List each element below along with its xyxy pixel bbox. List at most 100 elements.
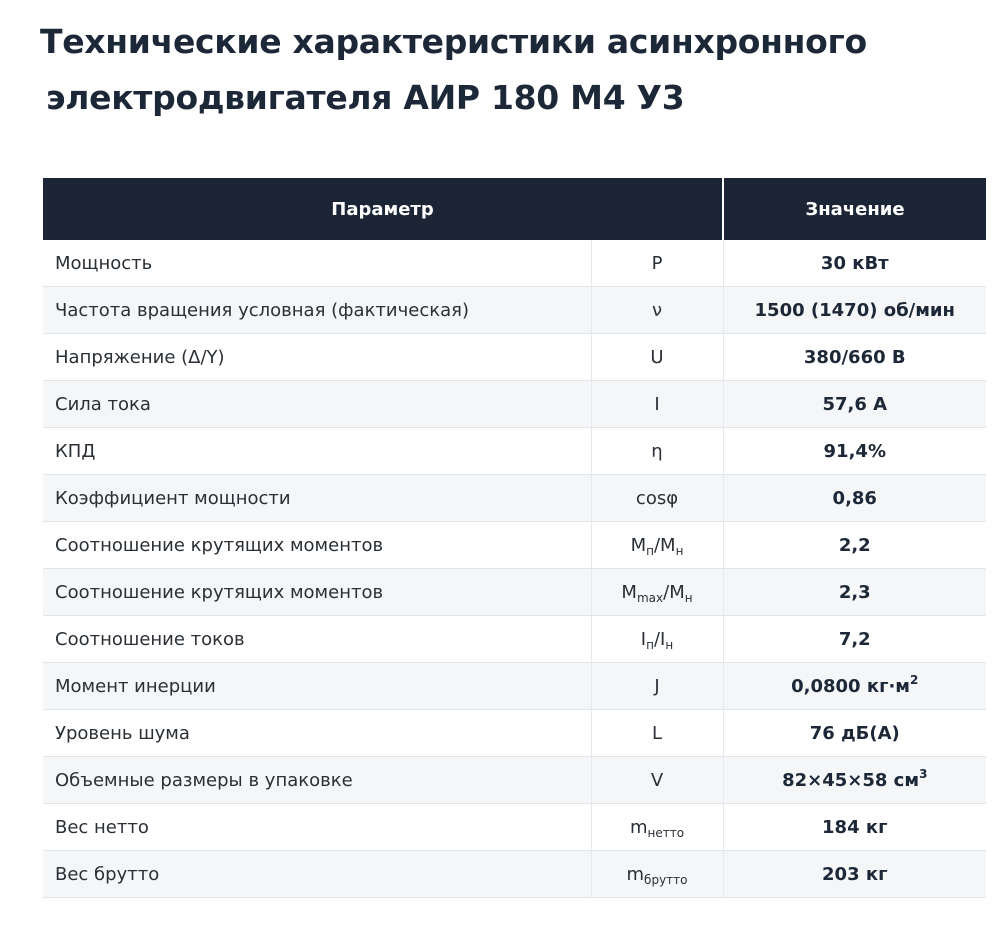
value: 57,6 А: [822, 393, 888, 415]
header-param: Параметр: [43, 178, 725, 240]
param-cell: Мощность: [43, 240, 591, 287]
header-value: Значение: [723, 178, 987, 240]
value: 1500 (1470) об/мин: [754, 299, 955, 321]
symbol: η: [651, 440, 663, 462]
param-cell: Сила тока: [43, 380, 591, 428]
param-cell: Вес брутто: [43, 850, 591, 898]
symbol-cell: P: [590, 240, 724, 287]
table-row: КПД η 91,4%: [43, 427, 987, 475]
table-row: Момент инерции J 0,0800 кг·м2: [43, 662, 987, 710]
table-row: Частота вращения условная (фактическая) …: [43, 286, 987, 334]
value-cell: 0,0800 кг·м2: [723, 662, 987, 710]
symbol-b: I: [660, 628, 666, 650]
param-cell: Объемные размеры в упаковке: [43, 756, 591, 804]
symbol-cell: Mп/Mн: [590, 521, 724, 569]
value: 2,2: [838, 534, 871, 556]
spec-table: Параметр Значение Мощность P 30 кВт Част…: [43, 178, 987, 898]
value-cell: 380/660 В: [723, 333, 987, 381]
value: 0,0800 кг·м: [791, 675, 911, 697]
value: 7,2: [838, 628, 871, 650]
value: 82×45×58 см: [782, 769, 920, 791]
value: 76 дБ(А): [809, 722, 900, 744]
table-row: Напряжение (Δ/Y) U 380/660 В: [43, 333, 987, 381]
value: 0,86: [832, 487, 877, 509]
symbol-cell: U: [590, 333, 724, 381]
param-cell: Уровень шума: [43, 709, 591, 757]
symbol-cell: Iп/Iн: [590, 615, 724, 663]
param-cell: Напряжение (Δ/Y): [43, 333, 591, 381]
symbol-b-sub: н: [675, 543, 684, 558]
value: 30 кВт: [820, 252, 889, 274]
value-exponent: 3: [919, 766, 928, 781]
table-row: Коэффициент мощности cosφ 0,86: [43, 474, 987, 522]
value-cell: 184 кг: [723, 803, 987, 851]
value-exponent: 2: [910, 672, 919, 687]
param-cell: Соотношение крутящих моментов: [43, 521, 591, 569]
symbol: U: [650, 346, 664, 368]
table-row: Мощность P 30 кВт: [43, 240, 987, 287]
value: 203 кг: [822, 863, 888, 885]
symbol-a-sub: п: [646, 543, 654, 558]
symbol: V: [650, 769, 664, 791]
value: 184 кг: [822, 816, 888, 838]
param-cell: КПД: [43, 427, 591, 475]
symbol: J: [654, 675, 660, 697]
symbol-b: M: [669, 581, 685, 603]
table-row: Вес нетто mнетто 184 кг: [43, 803, 987, 851]
header-row: Параметр Значение: [43, 178, 987, 240]
value-cell: 7,2: [723, 615, 987, 663]
symbol-b-sub: н: [684, 590, 693, 605]
symbol-a-sub: п: [646, 637, 654, 652]
symbol-sep: /: [653, 628, 661, 650]
symbol-a-sub: брутто: [644, 872, 688, 887]
value: 91,4%: [823, 440, 886, 462]
value-cell: 91,4%: [723, 427, 987, 475]
value-cell: 0,86: [723, 474, 987, 522]
param-cell: Соотношение крутящих моментов: [43, 568, 591, 616]
symbol-a: m: [626, 863, 645, 885]
symbol: P: [651, 252, 663, 274]
symbol-cell: mнетто: [590, 803, 724, 851]
param-cell: Момент инерции: [43, 662, 591, 710]
symbol-a-sub: нетто: [647, 825, 685, 840]
param-cell: Частота вращения условная (фактическая): [43, 286, 591, 334]
param-cell: Коэффициент мощности: [43, 474, 591, 522]
value-cell: 2,3: [723, 568, 987, 616]
symbol-a-sub: max: [636, 590, 664, 605]
symbol: cosφ: [635, 487, 679, 509]
title-line-1: Технические характеристики асинхронного: [40, 22, 867, 61]
table-row: Вес брутто mбрутто 203 кг: [43, 850, 987, 898]
symbol-cell: mбрутто: [590, 850, 724, 898]
symbol-a: m: [629, 816, 648, 838]
symbol-a: I: [640, 628, 647, 650]
value-cell: 30 кВт: [723, 240, 987, 287]
table-row: Соотношение крутящих моментов Mmax/Mн 2,…: [43, 568, 987, 616]
symbol-a: M: [630, 534, 647, 556]
symbol-b: M: [660, 534, 676, 556]
value: 2,3: [838, 581, 871, 603]
param-cell: Соотношение токов: [43, 615, 591, 663]
symbol-sep: /: [653, 534, 661, 556]
value-cell: 2,2: [723, 521, 987, 569]
symbol-cell: J: [590, 662, 724, 710]
symbol: I: [654, 393, 660, 415]
table-row: Соотношение токов Iп/Iн 7,2: [43, 615, 987, 663]
symbol-cell: L: [590, 709, 724, 757]
symbol-cell: η: [590, 427, 724, 475]
symbol-a: M: [621, 581, 637, 603]
table-row: Объемные размеры в упаковке V 82×45×58 с…: [43, 756, 987, 804]
value-cell: 1500 (1470) об/мин: [723, 286, 987, 334]
page-title: Технические характеристики асинхронного …: [40, 14, 980, 126]
value: 380/660 В: [803, 346, 906, 368]
table-header: Параметр Значение: [43, 178, 987, 240]
symbol-cell: I: [590, 380, 724, 428]
symbol: L: [651, 722, 663, 744]
value-cell: 76 дБ(А): [723, 709, 987, 757]
symbol: ν: [651, 299, 663, 321]
value-cell: 82×45×58 см3: [723, 756, 987, 804]
param-cell: Вес нетто: [43, 803, 591, 851]
table-row: Сила тока I 57,6 А: [43, 380, 987, 428]
table-row: Соотношение крутящих моментов Mп/Mн 2,2: [43, 521, 987, 569]
title-line-2: электродвигателя АИР 180 М4 У3: [46, 78, 685, 117]
symbol-cell: V: [590, 756, 724, 804]
